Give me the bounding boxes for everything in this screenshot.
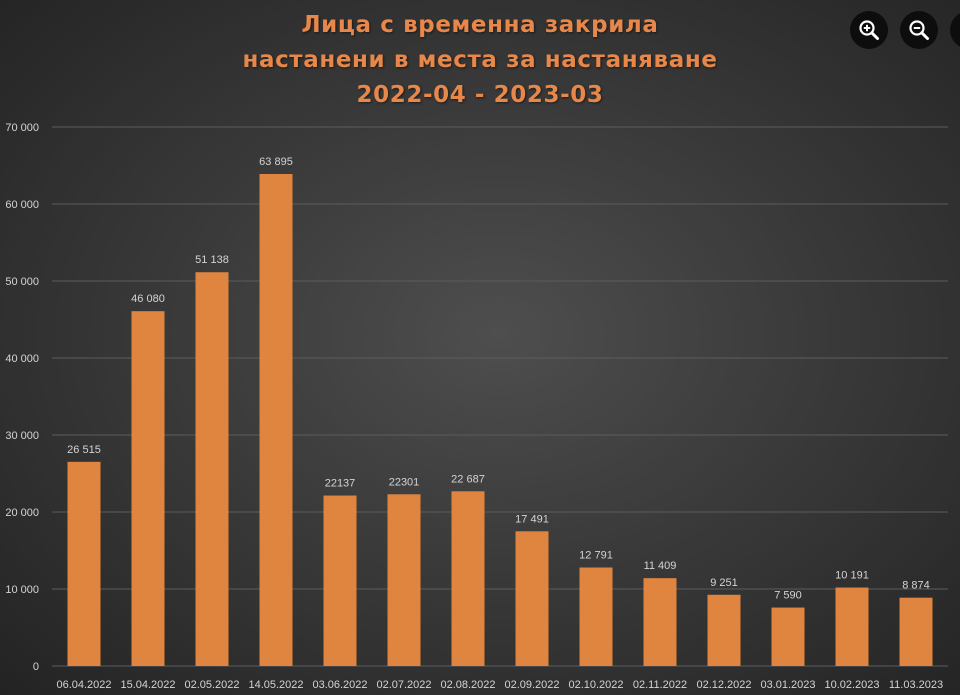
y-tick-label: 60 000 (5, 199, 39, 211)
bar (451, 491, 485, 666)
bar (707, 594, 741, 666)
data-label: 63 895 (259, 156, 293, 168)
data-label: 9 251 (710, 577, 738, 589)
bar (899, 597, 933, 666)
x-tick-label: 15.04.2022 (120, 679, 175, 691)
zoom-in-icon (858, 19, 880, 41)
data-label: 12 791 (579, 550, 613, 562)
y-tick-label: 30 000 (5, 430, 39, 442)
x-tick-label: 03.06.2022 (312, 679, 367, 691)
chart-title-line-3: 2022-04 - 2023-03 (356, 82, 604, 108)
bar (387, 494, 421, 666)
data-label: 10 191 (835, 570, 869, 582)
x-tick-label: 11.03.2023 (889, 679, 943, 691)
data-label: 11 409 (644, 560, 677, 572)
bar (131, 311, 165, 666)
x-tick-label: 02.09.2022 (504, 679, 559, 691)
x-tick-label: 06.04.2022 (56, 679, 111, 691)
y-tick-label: 20 000 (5, 507, 39, 519)
x-tick-label: 02.12.2022 (696, 679, 751, 691)
bar (195, 272, 229, 666)
y-tick-label: 70 000 (5, 122, 39, 134)
data-label: 8 874 (902, 580, 930, 592)
x-tick-label: 10.02.2023 (824, 679, 879, 691)
x-tick-label: 02.11.2022 (633, 679, 687, 691)
data-label: 7 590 (774, 590, 802, 602)
data-label: 22 687 (451, 473, 485, 485)
data-label: 17 491 (515, 513, 549, 525)
bar (643, 578, 677, 666)
data-label: 26 515 (67, 444, 101, 456)
zoom-out-button[interactable] (900, 11, 938, 49)
data-label: 22301 (389, 476, 420, 488)
bar (515, 531, 549, 666)
chart-title: Лица с временна закрила настанени в мест… (0, 8, 960, 113)
zoom-in-button[interactable] (850, 11, 888, 49)
x-tick-label: 02.10.2022 (568, 679, 623, 691)
bar (835, 587, 869, 666)
x-tick-label: 03.01.2023 (760, 679, 815, 691)
y-tick-label: 0 (33, 661, 39, 673)
x-tick-label: 14.05.2022 (248, 679, 303, 691)
bar (259, 174, 293, 667)
data-label: 51 138 (195, 254, 229, 266)
x-tick-label: 02.08.2022 (440, 679, 495, 691)
chart-title-line-1: Лица с временна закрила (301, 12, 659, 38)
extra-control-button[interactable] (950, 11, 960, 49)
chart-title-line-2: настанени в места за настаняване (242, 47, 718, 73)
bar (323, 495, 357, 666)
y-tick-label: 40 000 (5, 353, 39, 365)
x-tick-label: 02.07.2022 (376, 679, 431, 691)
y-tick-label: 50 000 (5, 276, 39, 288)
zoom-out-icon (908, 19, 930, 41)
data-label: 46 080 (131, 293, 165, 305)
x-tick-label: 02.05.2022 (184, 679, 239, 691)
bar (579, 567, 613, 666)
data-label: 22137 (325, 478, 356, 490)
bar (771, 607, 805, 666)
y-tick-label: 10 000 (5, 584, 39, 596)
bar (67, 461, 101, 666)
